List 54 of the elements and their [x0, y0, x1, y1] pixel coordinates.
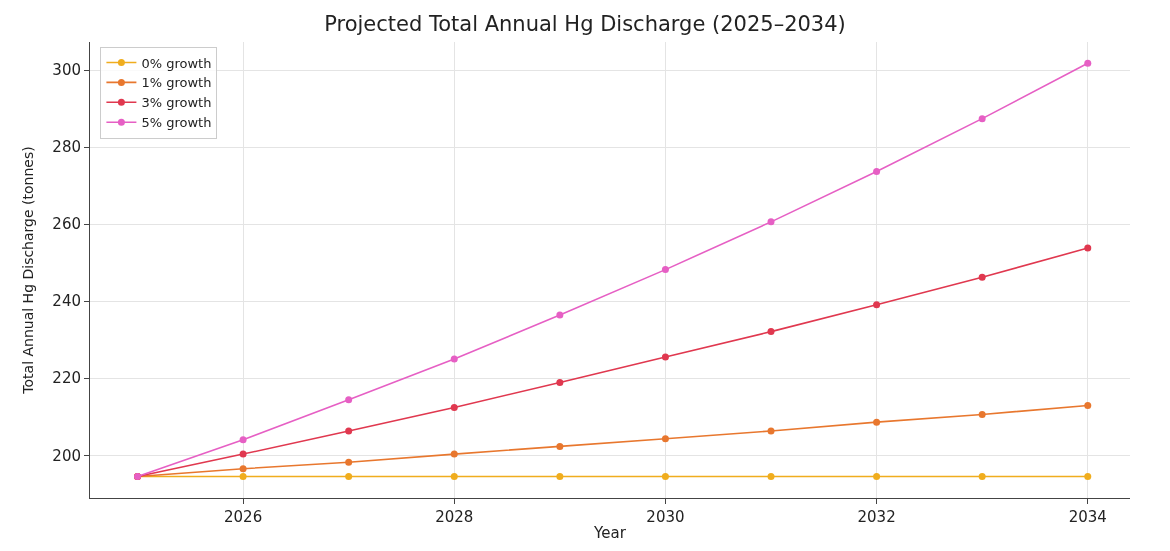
y-tick-label: 200	[52, 446, 81, 465]
point	[239, 465, 247, 473]
legend-label: 0% growth	[141, 55, 212, 71]
y-tick-label: 240	[52, 292, 81, 311]
chart-title: Projected Total Annual Hg Discharge (2025–2034)	[324, 12, 846, 37]
point	[239, 436, 247, 444]
point	[873, 167, 881, 175]
point	[239, 472, 247, 480]
point	[345, 396, 353, 404]
point	[556, 442, 564, 450]
point	[450, 403, 458, 411]
point	[345, 427, 353, 435]
point	[661, 435, 669, 443]
point	[661, 266, 669, 274]
point	[239, 450, 247, 458]
x-tick-label: 2028	[435, 508, 474, 526]
point	[767, 427, 775, 435]
legend-label: 1% growth	[141, 75, 212, 91]
x-tick-label: 2030	[646, 508, 685, 526]
y-tick-label: 280	[52, 138, 81, 157]
point	[556, 378, 564, 386]
x-tick-label: 2032	[857, 508, 896, 526]
point	[1084, 59, 1092, 67]
point	[345, 458, 353, 466]
point	[1084, 472, 1092, 480]
point	[978, 273, 986, 281]
point	[450, 355, 458, 363]
y-tick-label: 220	[52, 369, 81, 388]
point	[767, 472, 775, 480]
point	[873, 472, 881, 480]
legend-label: 3% growth	[141, 95, 212, 111]
point	[978, 472, 986, 480]
point	[661, 353, 669, 361]
x-tick-label: 2026	[224, 508, 263, 526]
y-tick-label: 300	[52, 61, 81, 80]
legend-label: 5% growth	[141, 115, 212, 131]
point	[450, 472, 458, 480]
point	[1084, 402, 1092, 410]
point	[767, 218, 775, 226]
y-axis-title: Total Annual Hg Discharge (tonnes)	[19, 146, 36, 395]
point	[978, 410, 986, 418]
point	[556, 311, 564, 319]
point	[1084, 244, 1092, 252]
point	[873, 301, 881, 309]
point	[767, 328, 775, 336]
point	[873, 418, 881, 426]
point	[450, 450, 458, 458]
y-tick-label: 260	[52, 215, 81, 234]
point	[978, 115, 986, 123]
point	[345, 472, 353, 480]
point	[661, 472, 669, 480]
point	[556, 472, 564, 480]
x-axis-title: Year	[593, 524, 627, 542]
x-tick-label: 2034	[1068, 508, 1107, 526]
